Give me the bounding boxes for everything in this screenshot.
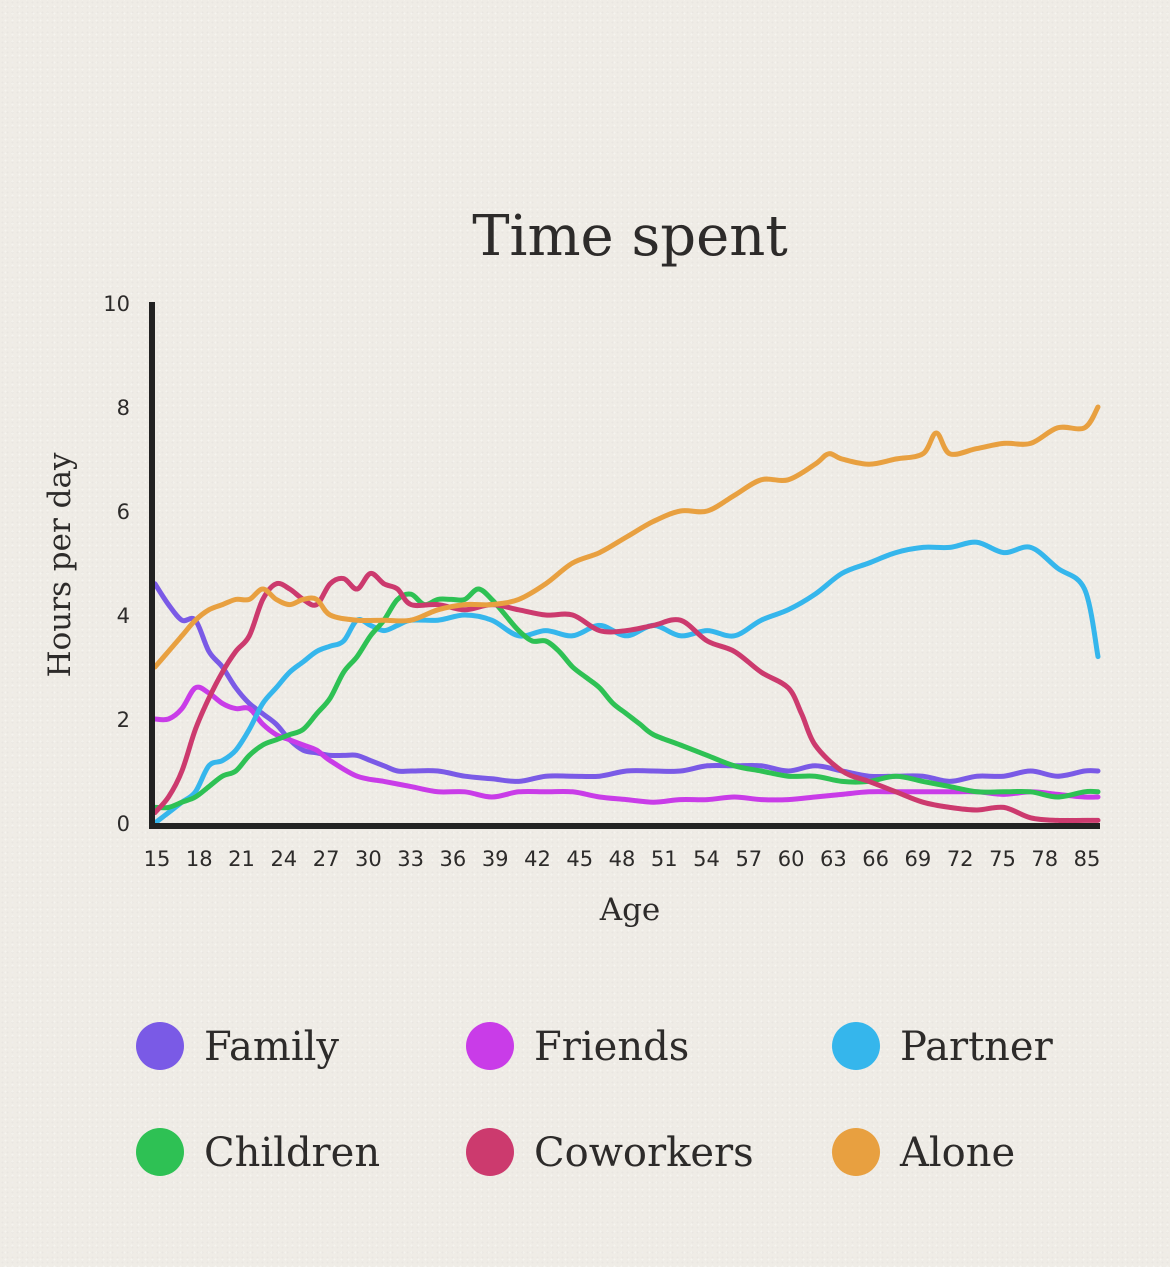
series-line-family: [152, 581, 1101, 784]
legend-swatch-friends: [466, 1022, 514, 1070]
y-axis-ticks: 0 2 4 6 8 10: [103, 292, 130, 836]
x-tick-label: 30: [355, 847, 382, 871]
y-tick-label: 6: [117, 500, 130, 524]
legend-swatch-coworkers: [466, 1128, 514, 1176]
x-axis-label: Age: [599, 892, 661, 928]
legend-label-friends: Friends: [534, 1024, 689, 1070]
legend-label-family: Family: [204, 1024, 339, 1070]
x-tick-label: 27: [313, 847, 340, 871]
x-tick-label: 78: [1031, 847, 1058, 871]
x-tick-label: 69: [905, 847, 932, 871]
legend-label-partner: Partner: [900, 1024, 1054, 1070]
chart-title: Time spent: [472, 204, 788, 269]
series-line-alone: [152, 404, 1101, 670]
legend-swatch-alone: [832, 1128, 880, 1176]
x-axis-ticks: 15 18 21 24 27 30 33 36 39 42 45 48 51 54 57 60 63 66 69 72…: [144, 847, 1101, 871]
x-tick-label: 21: [228, 847, 255, 871]
x-tick-label: 66: [862, 847, 889, 871]
y-axis-label: Hours per day: [42, 452, 78, 677]
legend-swatch-children: [136, 1128, 184, 1176]
x-tick-label: 51: [651, 847, 678, 871]
x-tick-label: 45: [566, 847, 593, 871]
x-tick-label: 42: [524, 847, 551, 871]
x-tick-label: 60: [778, 847, 805, 871]
x-tick-label: 72: [947, 847, 974, 871]
y-tick-label: 0: [117, 812, 130, 836]
legend: Family Friends Partner Children Coworkers Alo…: [136, 1022, 1054, 1176]
x-tick-label: 24: [270, 847, 297, 871]
legend-swatch-family: [136, 1022, 184, 1070]
y-tick-label: 8: [117, 396, 130, 420]
x-tick-label: 63: [820, 847, 847, 871]
x-tick-label: 57: [735, 847, 762, 871]
series-line-partner: [152, 539, 1101, 826]
x-tick-label: 15: [144, 847, 171, 871]
x-tick-label: 39: [482, 847, 509, 871]
legend-swatch-partner: [832, 1022, 880, 1070]
x-tick-label: 85: [1074, 847, 1101, 871]
x-tick-label: 54: [693, 847, 720, 871]
x-tick-label: 36: [440, 847, 467, 871]
legend-label-alone: Alone: [899, 1130, 1015, 1176]
legend-label-coworkers: Coworkers: [534, 1130, 754, 1176]
series-lines: [152, 404, 1101, 826]
y-tick-label: 2: [117, 708, 130, 732]
y-tick-label: 4: [117, 604, 130, 628]
series-line-friends: [152, 684, 1101, 805]
x-tick-label: 48: [609, 847, 636, 871]
x-tick-label: 33: [397, 847, 424, 871]
legend-label-children: Children: [204, 1130, 380, 1176]
x-tick-label: 18: [186, 847, 213, 871]
x-tick-label: 75: [989, 847, 1016, 871]
series-line-coworkers: [152, 570, 1101, 824]
y-tick-label: 10: [103, 292, 130, 316]
series-line-children: [152, 586, 1101, 811]
